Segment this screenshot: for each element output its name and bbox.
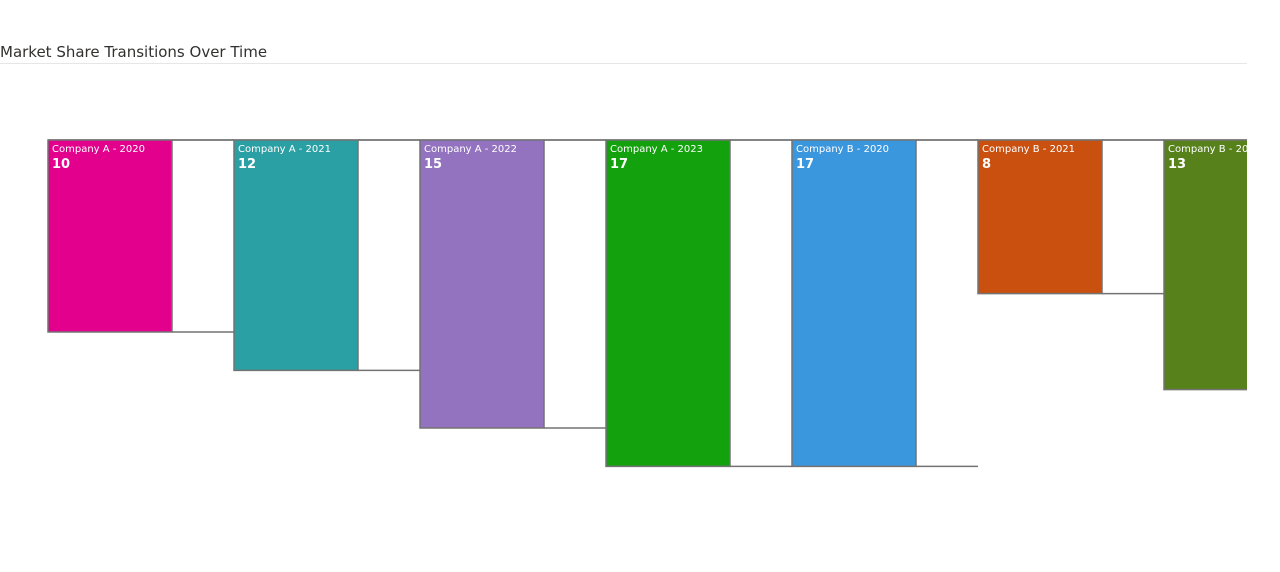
- bar-group: Company A - 2023 17: [605, 139, 731, 468]
- bar-value-label: 17: [796, 157, 814, 172]
- bar-group: Company A - 2020 10: [47, 139, 173, 333]
- bar[interactable]: [47, 139, 173, 333]
- bar-value-label: 10: [52, 157, 70, 172]
- bar-group: Company A - 2021 12: [233, 139, 359, 372]
- bar-category-label: Company A - 2020: [52, 144, 145, 155]
- title-divider: [0, 63, 1247, 64]
- bar[interactable]: [977, 139, 1103, 295]
- chart-title: Market Share Transitions Over Time: [0, 43, 268, 61]
- bar[interactable]: [605, 139, 731, 468]
- bar-value-label: 8: [982, 157, 991, 172]
- bar-category-label: Company B - 2021: [982, 144, 1075, 155]
- bar[interactable]: [233, 139, 359, 372]
- bar-group: Company B - 2020 17: [791, 139, 917, 468]
- bar-value-label: 17: [610, 157, 628, 172]
- bar-category-label: Company B - 2020: [796, 144, 889, 155]
- bar-value-label: 12: [238, 157, 256, 172]
- chart-area: Company A - 2020 10 Company A - 2021 12 Comp…: [47, 139, 1247, 468]
- bar-value-label: 15: [424, 157, 442, 172]
- bar-category-label: Company A - 2023: [610, 144, 703, 155]
- bar-value-label: 13: [1168, 157, 1186, 172]
- bar[interactable]: [791, 139, 917, 468]
- bar-group: Company A - 2022 15: [419, 139, 545, 429]
- bar-group: Company B - 2022 13: [1163, 139, 1247, 391]
- bar[interactable]: [419, 139, 545, 429]
- bar-category-label: Company B - 2022: [1168, 144, 1247, 155]
- bar-category-label: Company A - 2021: [238, 144, 331, 155]
- bar-category-label: Company A - 2022: [424, 144, 517, 155]
- bar-group: Company B - 2021 8: [977, 139, 1103, 295]
- bar[interactable]: [1163, 139, 1247, 391]
